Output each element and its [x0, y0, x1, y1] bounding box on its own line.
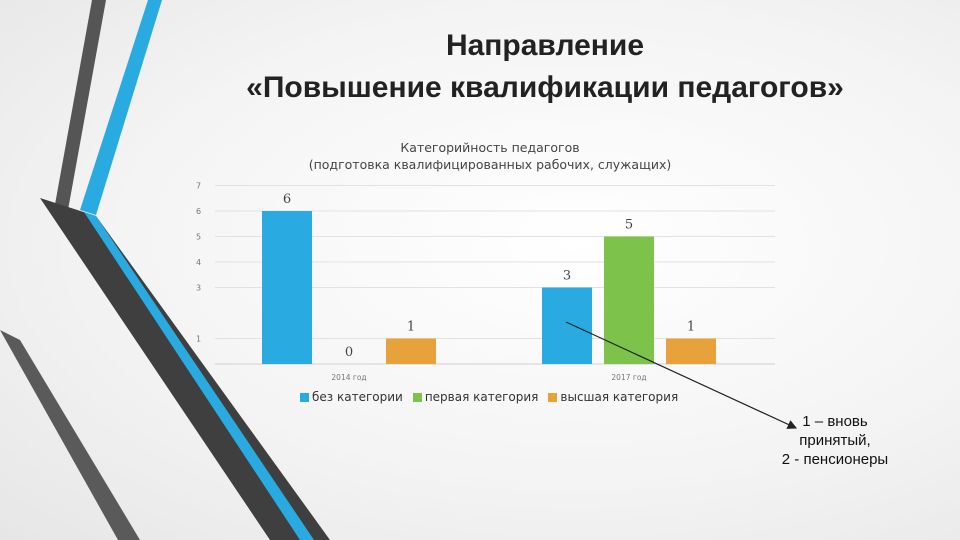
data-label: 3	[563, 269, 571, 284]
data-label: 6	[283, 192, 291, 207]
legend-swatch-none	[300, 392, 309, 402]
bar	[604, 236, 654, 364]
y-tick-label: 6	[196, 207, 201, 216]
dark-stripe-lower	[40, 198, 330, 540]
slide-title-line2: «Повышение квалификации педагогов»	[246, 71, 844, 104]
dark-stripe-edge	[0, 330, 140, 540]
slide-title-line1: Направление	[445, 29, 645, 62]
bar	[386, 338, 436, 364]
data-label: 1	[687, 320, 695, 335]
bar	[262, 211, 312, 364]
legend-label-highest: высшая категория	[560, 390, 679, 404]
legend-label-none: без категории	[312, 390, 403, 404]
note-line-3: 2 - пенсионеры	[781, 451, 889, 468]
legend-item-highest: высшая категория	[548, 390, 678, 404]
legend-item-none: без категории	[300, 390, 403, 404]
legend-swatch-highest	[548, 392, 558, 402]
y-tick-label: 1	[196, 335, 201, 344]
y-tick-label: 5	[196, 233, 201, 242]
x-category-label: 2017 год	[611, 373, 646, 382]
y-tick-label: 3	[196, 284, 201, 293]
chart-subtitle: (подготовка квалифицированных рабочих, с…	[308, 157, 672, 172]
x-category-label: 2014 год	[331, 373, 366, 382]
data-label: 5	[625, 218, 633, 233]
bar	[666, 338, 716, 364]
data-label: 1	[407, 320, 415, 335]
legend-swatch-first	[412, 392, 422, 402]
blue-stripe-upper	[80, 0, 162, 215]
dark-stripe-upper	[54, 0, 106, 210]
data-label: 0	[345, 345, 353, 360]
chart-title: Категорийность педагогов	[400, 140, 580, 155]
blue-stripe-lower	[84, 212, 314, 540]
note-line-2: принятый,	[799, 432, 871, 449]
y-tick-label: 4	[196, 258, 201, 267]
legend-label-first: первая категория	[424, 390, 539, 404]
bar	[542, 287, 592, 364]
legend-item-first: первая категория	[412, 390, 539, 404]
annotation-note: 1 – вновь принятый, 2 - пенсионеры	[740, 412, 930, 469]
y-tick-label: 7	[196, 182, 201, 191]
chart-legend: без категории первая категория высшая ка…	[300, 390, 678, 404]
note-line-1: 1 – вновь	[802, 413, 868, 430]
annotation-arrow	[565, 321, 798, 429]
